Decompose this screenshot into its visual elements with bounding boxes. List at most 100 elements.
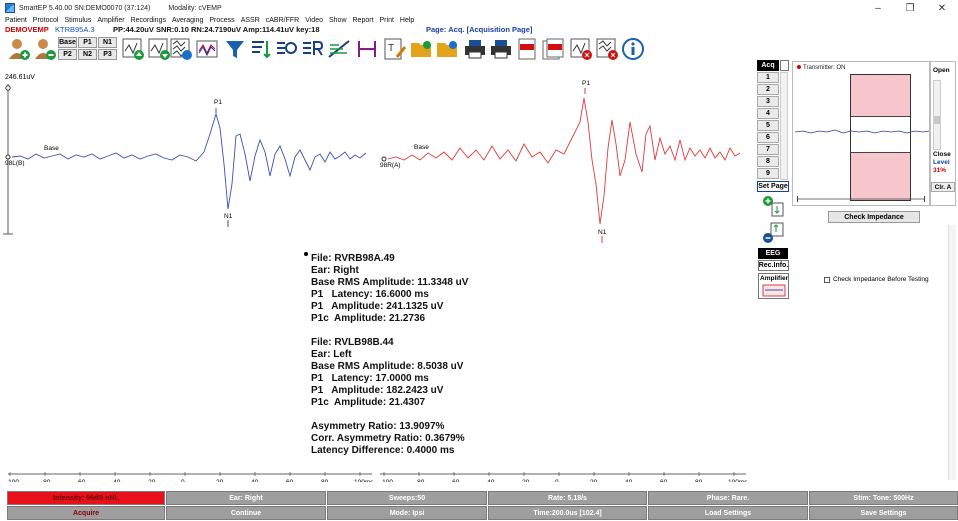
amplifier-button[interactable]: Amplifier — [758, 273, 789, 299]
close-button[interactable]: ✕ — [937, 2, 947, 14]
menu-print[interactable]: Print — [379, 16, 394, 24]
stack-waveforms-button[interactable] — [168, 36, 194, 62]
menu-show[interactable]: Show — [328, 16, 347, 24]
page-9-button[interactable]: 9 — [757, 168, 779, 179]
print-button[interactable] — [462, 36, 488, 62]
left-p1c-amplitude: P1c Amplitude: 21.4307 — [311, 397, 426, 408]
check-impedance-button[interactable]: Check Impedance — [828, 211, 920, 223]
ear-button[interactable]: Ear: Right — [166, 491, 326, 505]
marker-p1-button[interactable]: P1 — [78, 37, 97, 48]
impedance-range-slider[interactable] — [797, 196, 925, 202]
sweeps-button[interactable]: Sweeps:50 — [327, 491, 487, 505]
menu-patient[interactable]: Patient — [5, 16, 27, 24]
save-settings-button[interactable]: Save Settings — [809, 506, 958, 520]
level-slider-thumb[interactable] — [934, 116, 940, 124]
menu-averaging[interactable]: Averaging — [171, 16, 204, 24]
acquire-button[interactable]: Acquire — [7, 506, 165, 520]
marker-n1-button[interactable]: N1 — [98, 37, 117, 48]
marker-base-button[interactable]: Base — [58, 37, 77, 48]
add-page-icon[interactable] — [762, 195, 784, 217]
pdf-all-button[interactable] — [540, 36, 566, 62]
waveform-plot[interactable]: 246.61uV 98L(B) Base P1 N1 98R(A) Base P… — [0, 64, 755, 482]
check-before-checkbox[interactable] — [824, 276, 830, 283]
load-settings-button[interactable]: Load Settings — [648, 506, 808, 520]
status-row: DEMOVEMP KTRB95A.3 PP:44.20uV SNR:0.10 R… — [0, 25, 958, 35]
remove-patient-button[interactable] — [32, 36, 58, 62]
rec-info-button[interactable]: Rec.Info. — [758, 260, 789, 271]
delete-waveform-button[interactable] — [568, 36, 594, 62]
stack-waveforms-icon — [170, 38, 192, 60]
page-8-button[interactable]: 8 — [757, 156, 779, 167]
menu-recordings[interactable]: Recordings — [130, 16, 166, 24]
right-scrollbar[interactable] — [948, 225, 956, 480]
page-5-button[interactable]: 5 — [757, 120, 779, 131]
printer-all-icon — [491, 40, 511, 59]
page-7-button[interactable]: 7 — [757, 144, 779, 155]
remove-page-icon[interactable] — [762, 222, 784, 244]
print-all-button[interactable] — [488, 36, 514, 62]
sort-button[interactable] — [248, 36, 274, 62]
waveform-down-button[interactable] — [146, 36, 172, 62]
continue-button[interactable]: Continue — [166, 506, 326, 520]
waveform-up-button[interactable] — [120, 36, 146, 62]
menu-help[interactable]: Help — [399, 16, 415, 24]
mode-button[interactable]: Mode: Ipsi — [327, 506, 487, 520]
open-folder-button[interactable] — [408, 36, 434, 62]
rate-button[interactable]: Rate: 5.18/s — [488, 491, 647, 505]
left-x-tick-label: -80 — [41, 479, 51, 482]
menu-process[interactable]: Process — [209, 16, 235, 24]
marker-p3-button[interactable]: P3 — [98, 49, 117, 60]
page-2-button[interactable]: 2 — [757, 84, 779, 95]
filter-button[interactable] — [222, 36, 248, 62]
add-patient-button[interactable] — [6, 36, 32, 62]
annotate-button[interactable]: T — [382, 36, 408, 62]
cursor-span-button[interactable] — [354, 36, 380, 62]
menu-stimulus[interactable]: Stimulus — [64, 16, 92, 24]
save-folder-button[interactable] — [434, 36, 460, 62]
phase-button[interactable]: Phase: Rare. — [648, 491, 808, 505]
info-button[interactable] — [620, 36, 646, 62]
check-impedance-before-testing[interactable]: Check Impedance Before Testing — [824, 276, 929, 283]
right-trace-origin — [381, 156, 387, 162]
left-x-tick-label: 80 — [321, 479, 329, 482]
eeg-tab[interactable]: EEG — [758, 248, 788, 259]
marker-n2-button[interactable]: N2 — [78, 49, 97, 60]
menu-report[interactable]: Report — [352, 16, 374, 24]
menu-amplifier[interactable]: Amplifier — [97, 16, 125, 24]
clear-a-button[interactable]: Clr. A — [931, 182, 955, 192]
page-scrollbar[interactable] — [780, 72, 788, 180]
compare-waveforms-button[interactable] — [194, 36, 220, 62]
right-x-tick-label: -60 — [450, 479, 460, 482]
list-o-button[interactable] — [274, 36, 300, 62]
level-slider[interactable] — [933, 80, 941, 150]
page-1-button[interactable]: 1 — [757, 72, 779, 83]
acq-tab[interactable]: Acq — [757, 60, 779, 71]
amplifier-label: Amplifier — [760, 275, 789, 282]
ruler-button[interactable] — [326, 36, 352, 62]
delete-all-icon — [596, 38, 618, 60]
marker-p2-button[interactable]: P2 — [58, 49, 77, 60]
stimulus-button[interactable]: Stim: Tone: 500Hz — [809, 491, 958, 505]
menu-protocol[interactable]: Protocol — [32, 16, 59, 24]
menu-cabr-ffr[interactable]: cABR/FFR — [265, 16, 300, 24]
results-panel: File: RVRB98A.49 Ear: Right Base RMS Amp… — [311, 253, 468, 457]
minimize-button[interactable]: – — [875, 2, 881, 14]
page-4-button[interactable]: 4 — [757, 108, 779, 119]
set-page-button[interactable]: Set Page — [757, 181, 789, 192]
delete-all-button[interactable] — [594, 36, 620, 62]
pdf-button[interactable] — [514, 36, 540, 62]
list-r-button[interactable] — [300, 36, 326, 62]
menu-assr[interactable]: ASSR — [240, 16, 260, 24]
info-icon — [622, 38, 644, 60]
page-6-button[interactable]: 6 — [757, 132, 779, 143]
maximize-button[interactable]: ❐ — [905, 2, 915, 14]
intensity-button[interactable]: Intensity: 96dB nHL — [7, 491, 165, 505]
right-x-tick-label: -100 — [380, 479, 393, 482]
left-x-tick-label: -100 — [6, 479, 19, 482]
page-3-button[interactable]: 3 — [757, 96, 779, 107]
page-document-icon[interactable] — [780, 60, 789, 71]
time-button[interactable]: Time:200.0us [102.4] — [488, 506, 647, 520]
menu-video[interactable]: Video — [305, 16, 323, 24]
annotate-icon: T — [384, 38, 407, 60]
filter-icon — [226, 41, 244, 58]
